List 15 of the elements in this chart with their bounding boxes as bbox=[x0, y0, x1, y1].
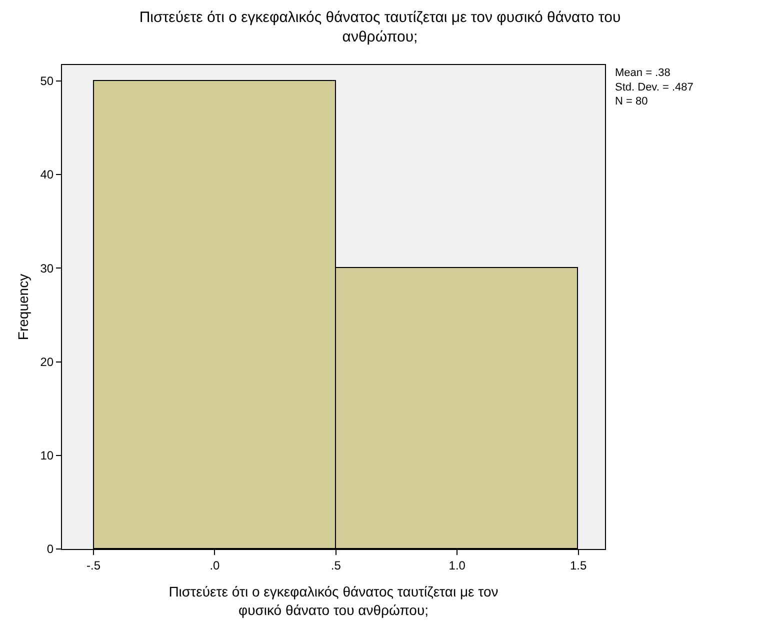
x-axis-title: Πιστεύετε ότι ο εγκεφαλικός θάνατος ταυτίζεται με τον φυσικό θάνατο του ανθρώπου; bbox=[168, 584, 498, 618]
text: Mean = .38 Std. Dev. = .487 N = 80 bbox=[615, 67, 694, 108]
x-tick-label: 1.5 bbox=[570, 558, 587, 572]
x-tick-label: -.5 bbox=[86, 558, 101, 572]
y-tick-label: 50 bbox=[40, 74, 54, 88]
y-tick-label: 10 bbox=[40, 448, 54, 463]
y-tick-label: 30 bbox=[40, 261, 54, 276]
y-axis-title: Frequency bbox=[14, 274, 31, 340]
x-tick-label: .5 bbox=[330, 558, 342, 572]
x-tick-label: .0 bbox=[210, 558, 220, 572]
x-tick-label: 1.0 bbox=[448, 558, 466, 572]
chart-title: Πιστεύετε ότι ο εγκεφαλικός θάνατος ταυτίζεται με τον φυσικό θάνατο του ανθρώπου; bbox=[139, 9, 621, 46]
y-tick-label: 0 bbox=[46, 542, 54, 556]
y-tick-label: 40 bbox=[40, 168, 54, 182]
y-tick-label: 20 bbox=[40, 354, 54, 369]
